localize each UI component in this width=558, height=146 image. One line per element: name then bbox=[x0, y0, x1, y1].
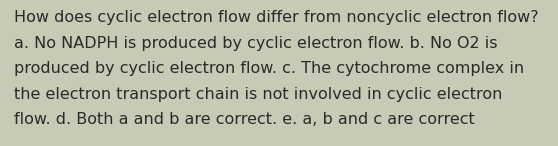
Text: How does cyclic electron flow differ from noncyclic electron flow?: How does cyclic electron flow differ fro… bbox=[14, 10, 538, 25]
Text: the electron transport chain is not involved in cyclic electron: the electron transport chain is not invo… bbox=[14, 87, 502, 102]
Text: a. No NADPH is produced by cyclic electron flow. b. No O2 is: a. No NADPH is produced by cyclic electr… bbox=[14, 36, 497, 51]
Text: flow. d. Both a and b are correct. e. a, b and c are correct: flow. d. Both a and b are correct. e. a,… bbox=[14, 112, 475, 127]
Text: produced by cyclic electron flow. c. The cytochrome complex in: produced by cyclic electron flow. c. The… bbox=[14, 61, 524, 76]
